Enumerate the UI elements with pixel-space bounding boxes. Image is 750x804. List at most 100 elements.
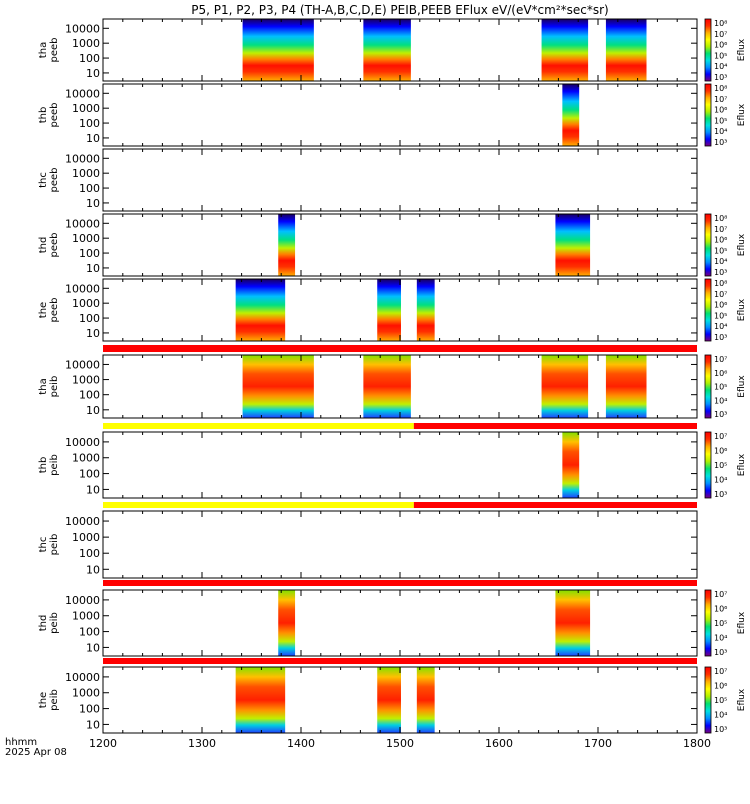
y-tick-label: 100 (79, 247, 100, 260)
y-tick-label: 100 (79, 117, 100, 130)
y-tick-label: 10 (86, 404, 100, 417)
colorbar-tick-label: 10³ (714, 725, 727, 734)
spectrogram-block (416, 279, 435, 341)
panel-tha-peib: 10 100 1000 10000 tha peib 10³ 10⁴ 10⁵ 10⁶ 10⁷ Eflu… (38, 354, 747, 419)
y-tick-label: 10000 (65, 152, 100, 165)
colorbar-tick-label: 10³ (714, 268, 727, 277)
y-tick-label: 100 (79, 52, 100, 65)
spectrogram-block (562, 432, 580, 498)
panel-label-line-1: thc (38, 172, 49, 188)
colorbar-tick-label: 10³ (714, 648, 727, 657)
colorbar-tick-label: 10⁷ (714, 432, 727, 441)
spectrogram-block (363, 19, 411, 81)
colorbar-tick-label: 10³ (714, 73, 727, 82)
colorbar-tick-label: 10⁸ (714, 19, 727, 28)
y-tick-label: 1000 (72, 531, 100, 544)
colorbar-tick-label: 10⁸ (714, 279, 727, 288)
panel-frame (102, 589, 698, 657)
flag-segment-red (103, 345, 697, 352)
panel-thc-peeb: 10 100 1000 10000 thc peeb (38, 148, 698, 212)
y-tick-label: 1000 (72, 452, 100, 465)
colorbar-tick-label: 10⁶ (714, 447, 727, 456)
y-tick-label: 100 (79, 389, 100, 402)
panel-label-line-1: the (38, 302, 49, 318)
colorbar-label: Eflux (737, 688, 747, 711)
colorbar-tick-label: 10⁷ (714, 95, 727, 104)
colorbar-tick-label: 10⁴ (714, 634, 727, 643)
x-label-line-2: 2025 Apr 08 (5, 747, 67, 758)
flag-bar-2 (103, 423, 697, 429)
colorbar-label: Eflux (737, 611, 747, 634)
y-tick-label: 10000 (65, 22, 100, 35)
y-tick-label: 1000 (72, 374, 100, 387)
panel-label-line-1: tha (38, 42, 49, 58)
panel-label-line-2: peib (49, 376, 60, 398)
spectrogram-block (541, 355, 589, 418)
x-tick-label: 1800 (683, 737, 711, 750)
panel-label-line-1: thb (38, 457, 49, 474)
colorbar-tick-label: 10⁶ (714, 605, 727, 614)
panel-label-line-1: thb (38, 107, 49, 124)
spectrogram-block (555, 590, 591, 656)
colorbar-label: Eflux (737, 375, 747, 398)
panel-frame (102, 510, 698, 579)
colorbar-tick-label: 10⁷ (714, 590, 727, 599)
panel-frame (102, 213, 698, 277)
colorbar-tick-label: 10⁷ (714, 667, 727, 676)
y-tick-label: 100 (79, 626, 100, 639)
y-tick-label: 1000 (72, 167, 100, 180)
colorbar (704, 354, 712, 419)
flag-bar-5 (103, 658, 697, 664)
colorbar-tick-label: 10⁵ (714, 51, 727, 60)
colorbar-tick-label: 10⁵ (714, 311, 727, 320)
colorbar-tick-label: 10⁴ (714, 322, 727, 331)
spectrogram-block (605, 355, 647, 418)
colorbar (704, 431, 712, 499)
colorbar-label: Eflux (737, 453, 747, 476)
colorbar-tick-label: 10⁷ (714, 290, 727, 299)
colorbar-tick-label: 10⁵ (714, 461, 727, 470)
y-tick-label: 1000 (72, 297, 100, 310)
panel-the-peib: 10 100 1000 10000 the peib 10³ 10⁴ 10⁵ 10⁶ 10⁷ Eflu… (38, 666, 747, 734)
panel-label-line-1: thd (38, 615, 49, 632)
panel-label-line-1: thd (38, 237, 49, 254)
y-tick-label: 10 (86, 563, 100, 576)
x-tick-label: 1500 (386, 737, 414, 750)
flag-bar-3 (103, 502, 697, 508)
colorbar (704, 18, 712, 82)
y-tick-label: 10 (86, 483, 100, 496)
y-tick-label: 1000 (72, 687, 100, 700)
figure-title: P5, P1, P2, P3, P4 (TH-A,B,C,D,E) PEIB,P… (191, 3, 608, 17)
panel-frame (102, 148, 698, 212)
spectrogram-block (278, 590, 296, 656)
colorbar-tick-label: 10⁴ (714, 711, 727, 720)
y-tick-label: 100 (79, 312, 100, 325)
spectrogram-block (377, 279, 401, 341)
colorbar-tick-label: 10⁵ (714, 383, 727, 392)
colorbar-tick-label: 10⁸ (714, 84, 727, 93)
spectrogram-block (541, 19, 589, 81)
x-tick-label: 1400 (287, 737, 315, 750)
y-tick-label: 10 (86, 262, 100, 275)
spectrogram-block (363, 355, 411, 418)
colorbar-tick-label: 10⁵ (714, 116, 727, 125)
colorbar-tick-label: 10⁴ (714, 127, 727, 136)
panel-label-line-2: peib (49, 612, 60, 634)
panel-label-line-1: the (38, 692, 49, 708)
spectrogram-block (605, 19, 647, 81)
colorbar-label: Eflux (737, 38, 747, 61)
panel-label-line-2: peib (49, 534, 60, 556)
colorbar-tick-label: 10⁵ (714, 619, 727, 628)
colorbar (704, 213, 712, 277)
y-tick-label: 100 (79, 703, 100, 716)
colorbar-tick-label: 10⁴ (714, 62, 727, 71)
colorbar-label: Eflux (737, 233, 747, 256)
y-tick-label: 10000 (65, 515, 100, 528)
colorbar-tick-label: 10⁴ (714, 476, 727, 485)
colorbar-tick-label: 10⁷ (714, 355, 727, 364)
